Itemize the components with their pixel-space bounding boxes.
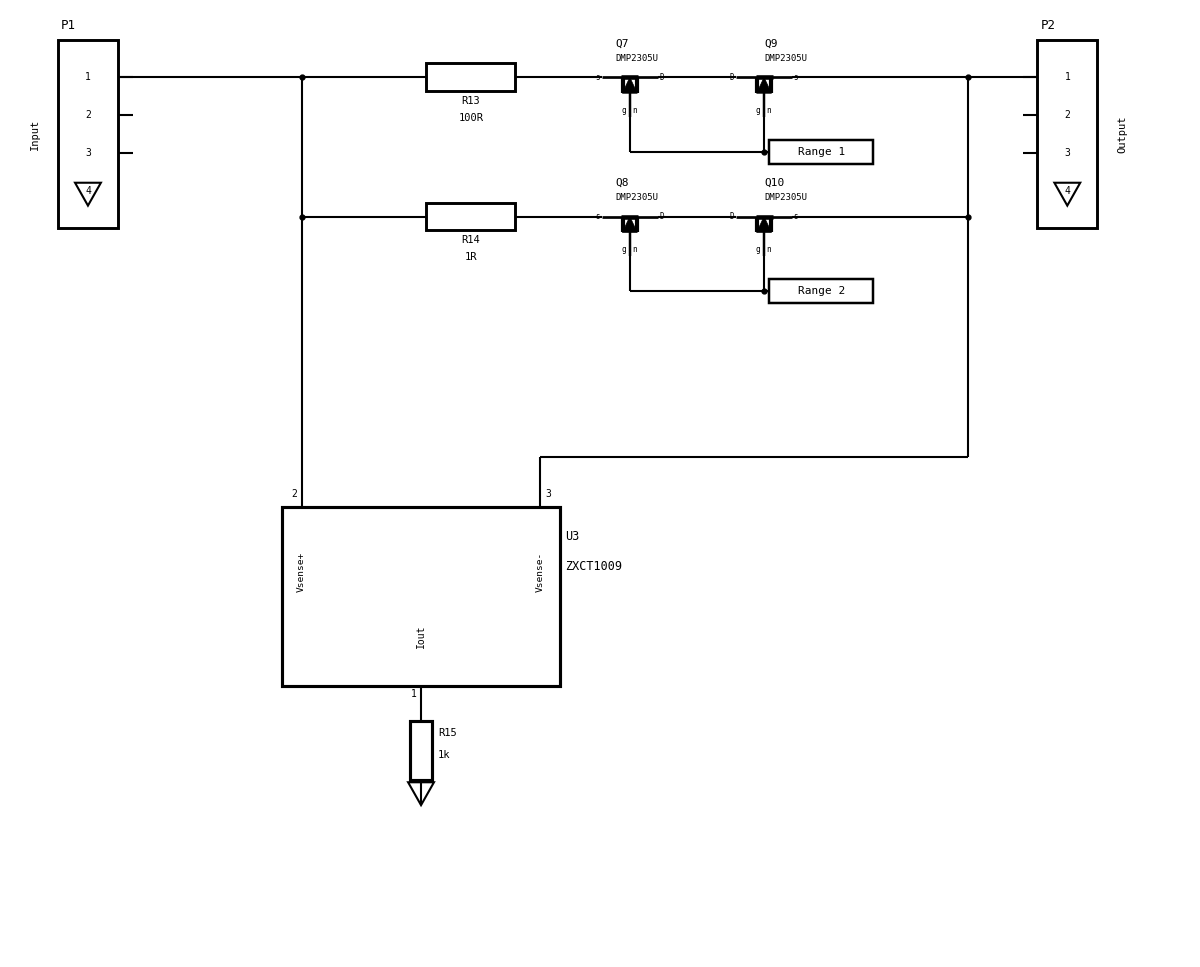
Text: 3: 3 bbox=[1064, 148, 1070, 158]
Text: 1: 1 bbox=[85, 73, 91, 82]
Text: 2: 2 bbox=[290, 489, 296, 499]
Text: Vsense-: Vsense- bbox=[536, 551, 545, 592]
Text: DMP2305U: DMP2305U bbox=[614, 193, 658, 202]
Bar bbox=[426, 203, 516, 230]
Text: g: g bbox=[622, 245, 626, 254]
Text: s: s bbox=[595, 212, 600, 221]
Text: R14: R14 bbox=[461, 235, 480, 246]
Text: P1: P1 bbox=[61, 18, 76, 32]
Text: R13: R13 bbox=[461, 97, 480, 106]
Text: D: D bbox=[659, 212, 664, 221]
Bar bbox=[410, 720, 432, 780]
Text: 3: 3 bbox=[545, 489, 551, 499]
Text: n: n bbox=[767, 245, 772, 254]
Text: n: n bbox=[632, 105, 637, 115]
Text: 1: 1 bbox=[1064, 73, 1070, 82]
Polygon shape bbox=[756, 77, 772, 93]
Text: Input: Input bbox=[30, 118, 41, 150]
Text: 3: 3 bbox=[85, 148, 91, 158]
Bar bbox=[426, 64, 516, 91]
Text: n: n bbox=[632, 245, 637, 254]
Text: 4: 4 bbox=[85, 186, 91, 195]
Text: Q10: Q10 bbox=[764, 178, 785, 188]
Text: 1k: 1k bbox=[438, 750, 450, 760]
Text: Iout: Iout bbox=[416, 625, 426, 648]
Text: g: g bbox=[756, 105, 761, 115]
Text: DMP2305U: DMP2305U bbox=[764, 193, 808, 202]
Text: Q9: Q9 bbox=[764, 39, 778, 48]
Text: 1: 1 bbox=[412, 689, 418, 699]
Text: DMP2305U: DMP2305U bbox=[764, 54, 808, 63]
Polygon shape bbox=[623, 217, 637, 232]
Text: R15: R15 bbox=[438, 727, 457, 738]
Text: g: g bbox=[756, 245, 761, 254]
Bar bbox=[58, 40, 118, 228]
Text: DMP2305U: DMP2305U bbox=[614, 54, 658, 63]
Text: ZXCT1009: ZXCT1009 bbox=[565, 560, 623, 573]
Text: 2: 2 bbox=[85, 110, 91, 120]
Text: g: g bbox=[622, 105, 626, 115]
Text: Range 2: Range 2 bbox=[798, 286, 845, 296]
Text: s: s bbox=[793, 73, 798, 82]
Bar bbox=[1038, 40, 1097, 228]
Text: D: D bbox=[730, 212, 734, 221]
Polygon shape bbox=[756, 217, 772, 232]
Text: Q7: Q7 bbox=[614, 39, 629, 48]
Text: D: D bbox=[659, 73, 664, 82]
Text: 100R: 100R bbox=[458, 113, 484, 123]
Text: n: n bbox=[767, 105, 772, 115]
Polygon shape bbox=[623, 77, 637, 93]
Text: Range 1: Range 1 bbox=[798, 147, 845, 157]
Text: 1R: 1R bbox=[464, 252, 476, 262]
Bar bbox=[769, 140, 874, 163]
Text: Q8: Q8 bbox=[614, 178, 629, 188]
Bar bbox=[769, 279, 874, 303]
Text: s: s bbox=[595, 73, 600, 82]
Text: U3: U3 bbox=[565, 530, 580, 543]
Text: Output: Output bbox=[1117, 115, 1127, 153]
Text: P2: P2 bbox=[1040, 18, 1056, 32]
Text: 2: 2 bbox=[1064, 110, 1070, 120]
Bar bbox=[282, 507, 560, 686]
Text: D: D bbox=[730, 73, 734, 82]
Text: Vsense+: Vsense+ bbox=[298, 551, 306, 592]
Text: 4: 4 bbox=[1064, 186, 1070, 195]
Text: s: s bbox=[793, 212, 798, 221]
